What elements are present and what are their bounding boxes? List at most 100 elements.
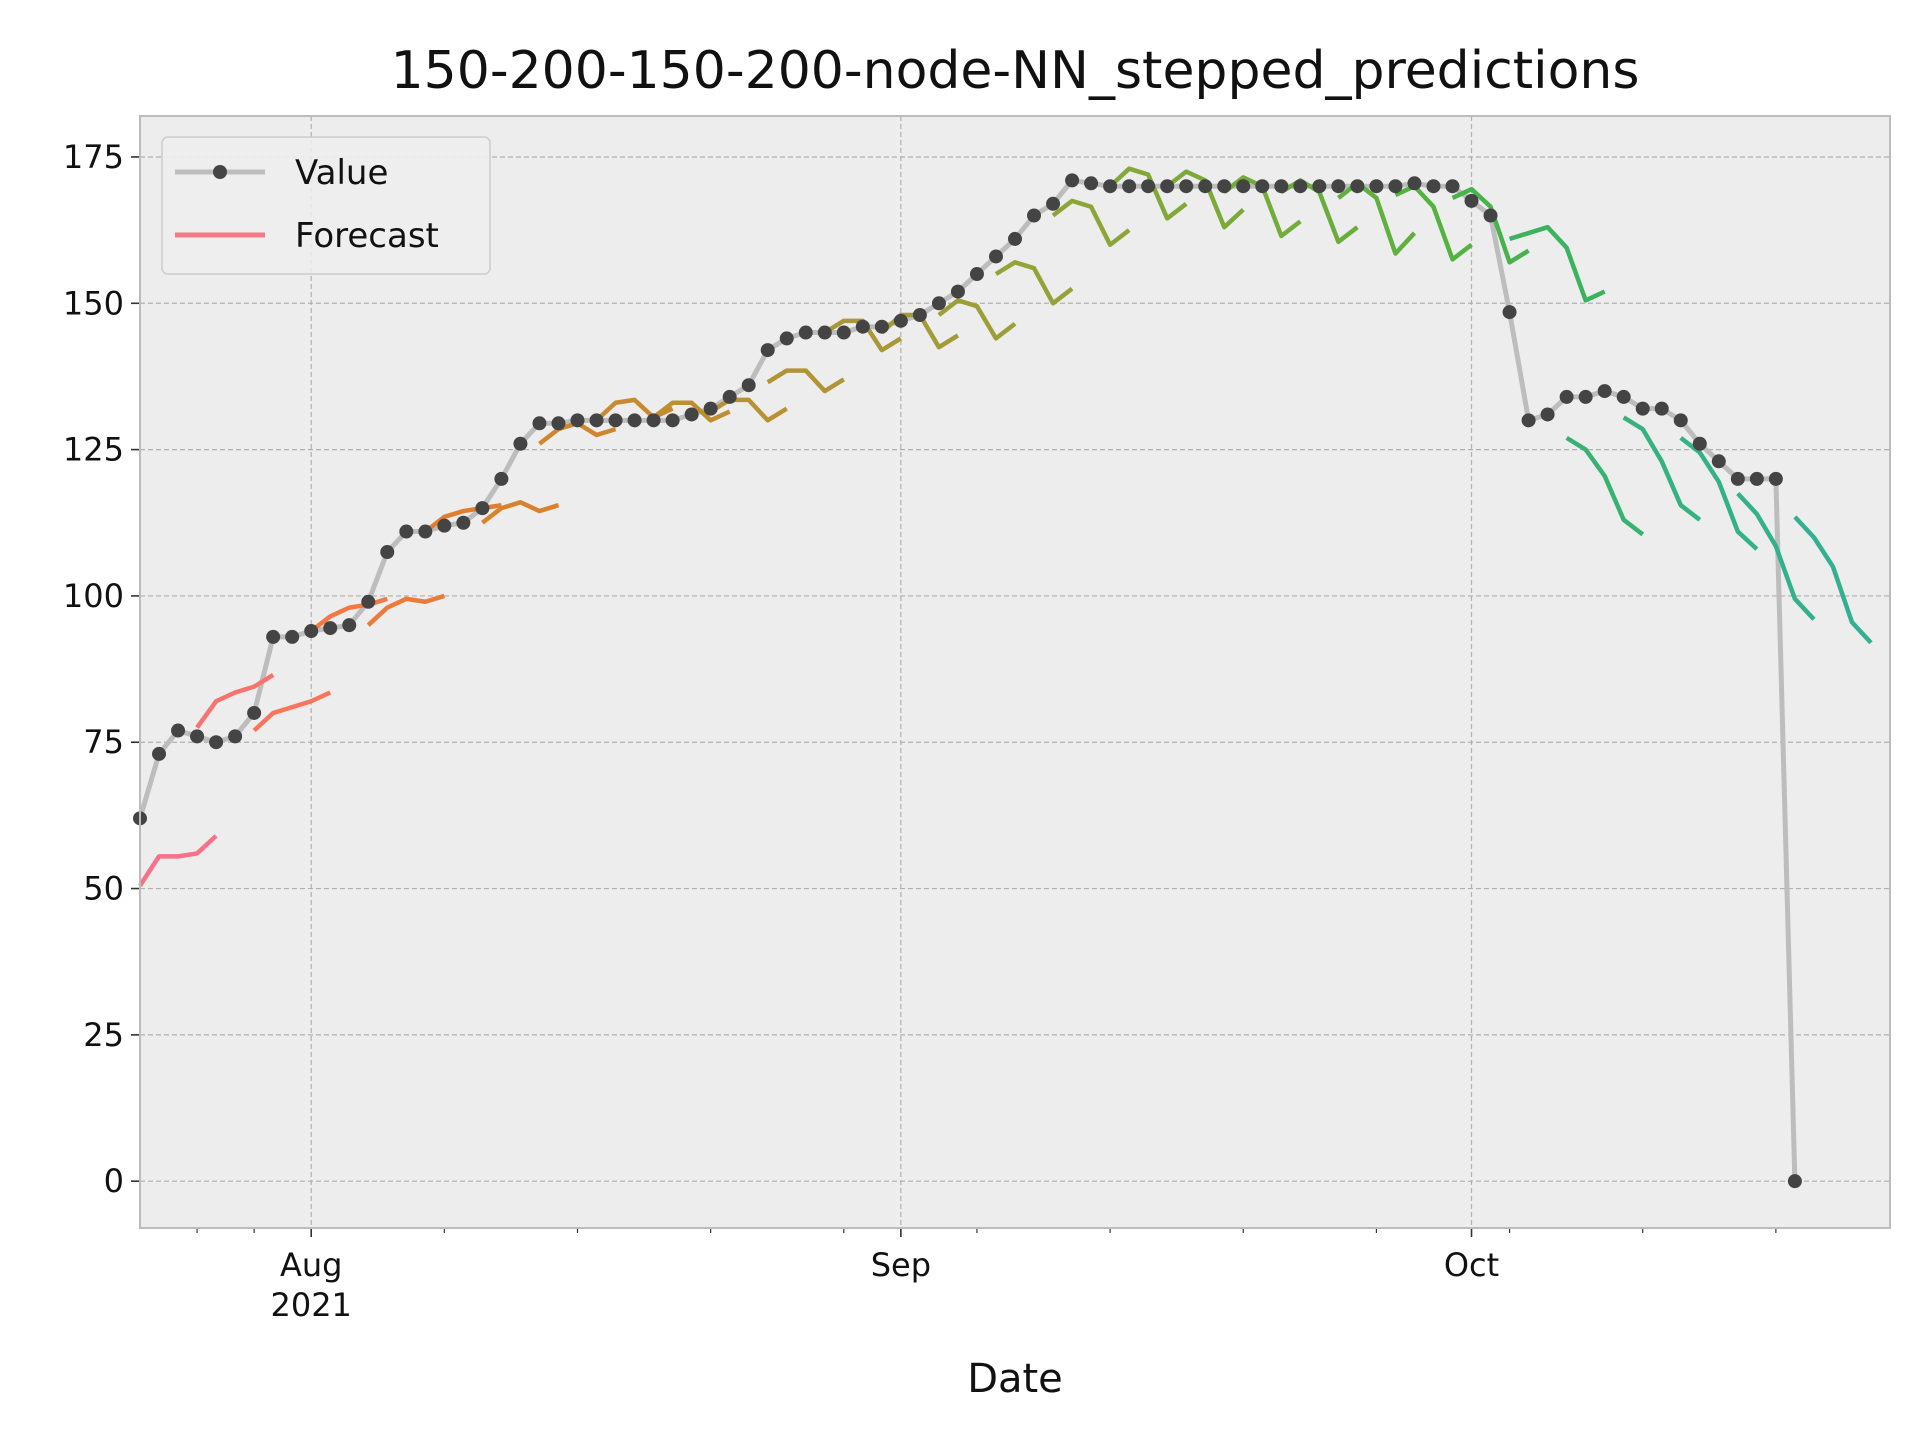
value-point xyxy=(1711,454,1726,469)
value-point xyxy=(1673,413,1688,428)
value-point xyxy=(456,515,471,530)
value-point xyxy=(855,319,870,334)
legend-entry-forecast: Forecast xyxy=(175,216,439,256)
value-point xyxy=(912,307,927,322)
value-point xyxy=(418,524,433,539)
value-point xyxy=(285,629,300,644)
value-point xyxy=(209,735,224,750)
legend-value-label: Value xyxy=(295,153,388,193)
forecast-line-5 xyxy=(366,593,446,627)
value-point xyxy=(1483,208,1498,223)
value-point xyxy=(323,621,338,636)
value-point xyxy=(1654,401,1669,416)
forecast-line-26 xyxy=(1565,435,1645,537)
value-point xyxy=(1046,196,1061,211)
value-point xyxy=(1730,471,1745,486)
plot-frame xyxy=(139,115,1891,1229)
value-point xyxy=(570,413,585,428)
forecast-line-28 xyxy=(1679,436,1759,551)
value-point xyxy=(798,325,813,340)
forecast-line-24 xyxy=(1451,186,1530,265)
value-point xyxy=(437,518,452,533)
value-point xyxy=(1179,179,1194,194)
value-series xyxy=(137,177,1798,1182)
value-point xyxy=(304,624,319,639)
value-point xyxy=(1008,231,1022,246)
value-point xyxy=(1084,176,1099,191)
value-point xyxy=(1141,179,1156,194)
forecast-line-25 xyxy=(1508,224,1606,303)
y-tick-label: 75 xyxy=(83,723,124,761)
value-point xyxy=(1217,179,1232,194)
value-point xyxy=(247,705,262,720)
forecast-line-2 xyxy=(195,673,275,729)
forecast-line-27 xyxy=(1622,415,1702,522)
value-point xyxy=(1578,389,1593,404)
value-point xyxy=(380,545,395,560)
x-tick-label: Aug xyxy=(280,1246,342,1284)
value-point xyxy=(627,413,642,428)
value-point xyxy=(190,729,205,744)
value-point xyxy=(1426,179,1441,194)
value-point xyxy=(228,729,243,744)
grid-lines xyxy=(140,116,1890,1228)
value-point xyxy=(513,436,528,451)
legend-forecast-label: Forecast xyxy=(295,216,439,256)
value-point xyxy=(171,723,186,738)
value-point xyxy=(836,325,851,340)
forecast-line-30 xyxy=(1793,515,1873,645)
forecast-line-17 xyxy=(1051,198,1131,248)
value-point xyxy=(608,413,623,428)
forecast-line-7 xyxy=(481,500,560,525)
value-point xyxy=(1312,179,1327,194)
value-point xyxy=(361,594,376,609)
value-point xyxy=(1597,384,1612,399)
value-point xyxy=(1692,436,1707,451)
value-point xyxy=(1521,413,1536,428)
forecast-line-15 xyxy=(937,298,1017,341)
value-point xyxy=(1749,471,1764,486)
value-point xyxy=(1103,179,1118,194)
y-tick-label: 100 xyxy=(63,577,124,615)
value-point xyxy=(874,319,889,334)
value-point xyxy=(1635,401,1650,416)
value-point xyxy=(1350,179,1365,194)
value-point xyxy=(684,407,699,422)
value-point xyxy=(760,343,775,358)
value-point xyxy=(817,325,832,340)
value-point xyxy=(1559,389,1574,404)
value-point xyxy=(1407,176,1422,191)
forecast-line-16 xyxy=(994,260,1074,306)
y-tick-label: 175 xyxy=(63,138,124,176)
forecast-line-11 xyxy=(709,397,788,423)
x-tick-sublabel: 2021 xyxy=(270,1286,351,1324)
value-point xyxy=(1464,193,1479,208)
value-point xyxy=(1293,179,1308,194)
value-point xyxy=(646,413,661,428)
forecast-line-29 xyxy=(1736,491,1816,621)
value-point xyxy=(532,416,547,431)
x-tick-label: Oct xyxy=(1444,1246,1499,1284)
y-axis: 0 25 50 75 100 125 150 175 xyxy=(63,138,140,1200)
value-point xyxy=(703,401,718,416)
legend: Value Forecast xyxy=(161,136,491,275)
value-point xyxy=(1502,305,1517,320)
value-point xyxy=(1255,179,1270,194)
value-point xyxy=(1787,1174,1802,1189)
x-axis-label: Date xyxy=(967,1356,1063,1402)
value-point xyxy=(589,413,604,428)
y-tick-label: 150 xyxy=(63,284,124,322)
value-point xyxy=(1331,179,1346,194)
y-tick-label: 125 xyxy=(63,431,124,469)
value-markers xyxy=(133,173,1802,1189)
value-point xyxy=(988,249,1003,264)
value-point xyxy=(969,267,984,282)
forecast-line-1 xyxy=(138,834,218,887)
value-point xyxy=(494,471,509,486)
x-tick-label: Sep xyxy=(871,1246,931,1284)
value-point xyxy=(399,524,414,539)
value-line xyxy=(137,177,1798,1182)
value-point xyxy=(1160,179,1175,194)
